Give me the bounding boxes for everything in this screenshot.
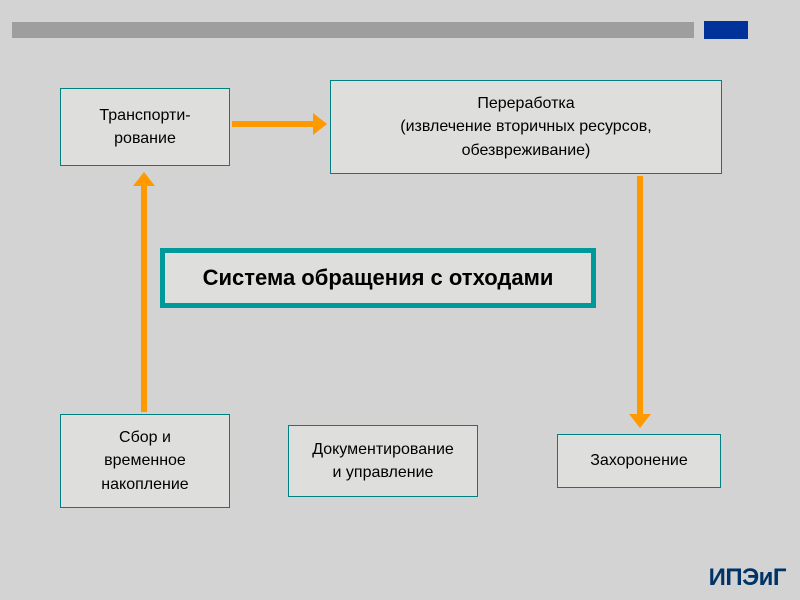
node-label-line: и управление bbox=[333, 461, 434, 484]
arrow-head-transport-to-processing bbox=[313, 113, 327, 135]
node-label-line: временное bbox=[104, 449, 186, 472]
arrow-head-processing-to-disposal bbox=[629, 414, 651, 428]
node-label-line: обезвреживание) bbox=[462, 139, 591, 162]
header-bar-blue bbox=[704, 21, 748, 39]
node-documentation: Документированиеи управление bbox=[288, 425, 478, 497]
node-label-line: Сбор и bbox=[119, 426, 171, 449]
node-label-line: (извлечение вторичных ресурсов, bbox=[400, 115, 651, 138]
arrow-head-collection-to-transport bbox=[133, 172, 155, 186]
arrow-collection-to-transport bbox=[141, 183, 147, 412]
node-label-line: рование bbox=[114, 127, 176, 150]
arrow-transport-to-processing bbox=[232, 121, 313, 127]
node-label-line: накопление bbox=[101, 473, 188, 496]
arrow-processing-to-disposal bbox=[637, 176, 643, 417]
logo-text: ИПЭиГ bbox=[709, 564, 786, 592]
node-processing: Переработка(извлечение вторичных ресурсо… bbox=[330, 80, 722, 174]
node-collection: Сбор ивременноенакопление bbox=[60, 414, 230, 508]
node-label-line: Транспорти- bbox=[99, 104, 190, 127]
node-label-line: Документирование bbox=[312, 438, 454, 461]
node-transport: Транспорти-рование bbox=[60, 88, 230, 166]
node-label-line: Захоронение bbox=[590, 449, 687, 472]
center-title-box: Система обращения с отходами bbox=[160, 248, 596, 308]
header-bar-gray bbox=[12, 22, 694, 38]
node-label-line: Переработка bbox=[477, 92, 574, 115]
center-title-text: Система обращения с отходами bbox=[203, 265, 554, 291]
node-disposal: Захоронение bbox=[557, 434, 721, 488]
